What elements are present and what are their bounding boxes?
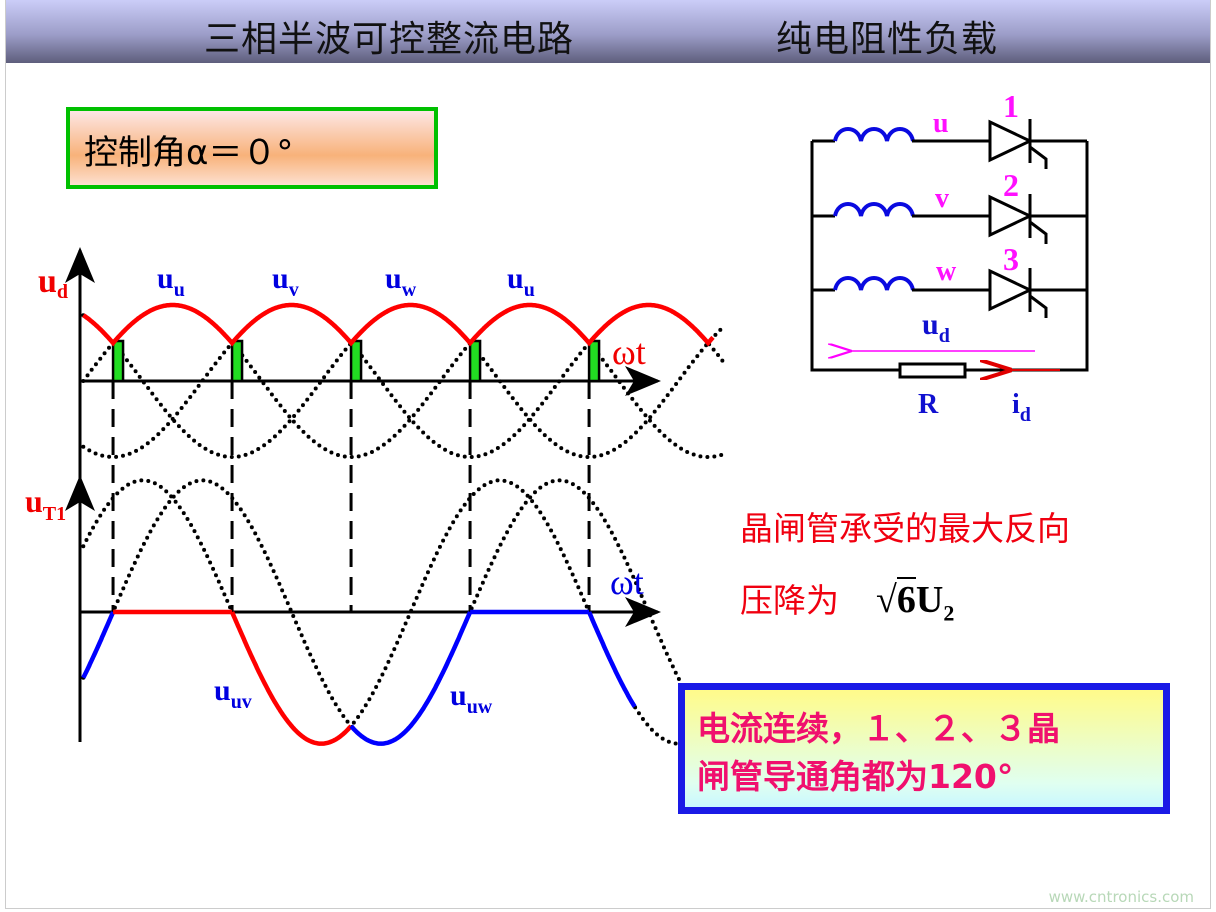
thyristor-3-label: 3 bbox=[1003, 241, 1019, 277]
note-line-2: 压降为 bbox=[740, 581, 839, 620]
resistor-label: R bbox=[918, 389, 939, 420]
line-voltage-uw bbox=[81, 478, 725, 746]
thyristor-2-label: 2 bbox=[1003, 167, 1019, 203]
thyristor-symbol bbox=[988, 194, 1034, 238]
omega-t-label-top: ωt bbox=[612, 332, 646, 372]
waveform-labels: ud uu uv uw uu ωt uT1 ωt uuv uuw bbox=[25, 262, 646, 718]
trigger-pulse bbox=[587, 339, 601, 383]
circuit-diagram bbox=[810, 119, 1089, 379]
phase-voltage-w bbox=[81, 303, 725, 459]
title-bar: 三相半波可控整流电路 纯电阻性负载 bbox=[6, 0, 1210, 63]
trigger-pulse bbox=[468, 339, 482, 383]
thyristor-symbol bbox=[988, 119, 1034, 163]
phase-w-label: w bbox=[936, 256, 957, 287]
transformer-winding bbox=[833, 127, 915, 142]
phase-branch-u bbox=[812, 119, 1087, 169]
trigger-pulse bbox=[349, 339, 363, 383]
phase-label: uv bbox=[272, 262, 299, 301]
note-line-1: 晶闸管承受的最大反向 bbox=[740, 509, 1070, 548]
phase-voltage-v bbox=[81, 303, 725, 459]
transformer-winding bbox=[833, 202, 915, 217]
thyristor-symbol bbox=[988, 268, 1034, 312]
control-angle-label: 控制角α＝０° bbox=[84, 133, 294, 173]
watermark: www.cntronics.com bbox=[1048, 888, 1194, 906]
slide-frame bbox=[5, 0, 1211, 909]
conduction-note-line-2: 闸管导通角都为120° bbox=[697, 757, 1014, 796]
transformer-winding bbox=[833, 276, 915, 291]
slide-title: 三相半波可控整流电路 bbox=[204, 19, 575, 60]
conduction-note-box: 电流连续，１、２、３晶 闸管导通角都为120° bbox=[678, 683, 1170, 814]
line-voltage-uv bbox=[81, 478, 725, 746]
ud-output-voltage bbox=[82, 302, 715, 347]
ut1-segment bbox=[230, 611, 353, 746]
phase-v-label: v bbox=[935, 183, 949, 214]
conduction-note-line-1: 电流连续，１、２、３晶 bbox=[697, 709, 1060, 748]
id-label: id bbox=[1012, 389, 1031, 426]
phase-label: uw bbox=[385, 262, 417, 301]
ut1-segment bbox=[81, 611, 116, 679]
trigger-pulse bbox=[230, 339, 244, 383]
max-reverse-voltage-formula: √6U2 bbox=[876, 577, 955, 626]
omega-t-label-bottom: ωt bbox=[610, 562, 644, 602]
phase-branch-v bbox=[812, 194, 1087, 244]
uuw-label: uuw bbox=[450, 679, 493, 718]
ud-axis-label: ud bbox=[38, 263, 68, 303]
control-angle-box: 控制角α＝０° bbox=[66, 107, 438, 189]
phase-u-label: u bbox=[933, 108, 949, 139]
resistor bbox=[898, 362, 967, 379]
phase-label: uu bbox=[507, 262, 535, 301]
uuv-label: uuv bbox=[214, 674, 252, 713]
slide-subtitle: 纯电阻性负载 bbox=[776, 19, 999, 60]
ut1-axis-label: uT1 bbox=[25, 483, 66, 525]
trigger-pulse bbox=[111, 339, 125, 383]
phase-label: uu bbox=[157, 262, 185, 301]
waveform-plot bbox=[65, 247, 725, 746]
ut1-segment bbox=[349, 611, 473, 746]
ut1-segment bbox=[587, 611, 637, 708]
circuit-labels: u v w 1 2 3 ud R id bbox=[918, 88, 1031, 426]
ud-label: ud bbox=[922, 308, 950, 347]
thyristor-1-label: 1 bbox=[1003, 88, 1019, 124]
phase-branch-w bbox=[812, 268, 1087, 318]
